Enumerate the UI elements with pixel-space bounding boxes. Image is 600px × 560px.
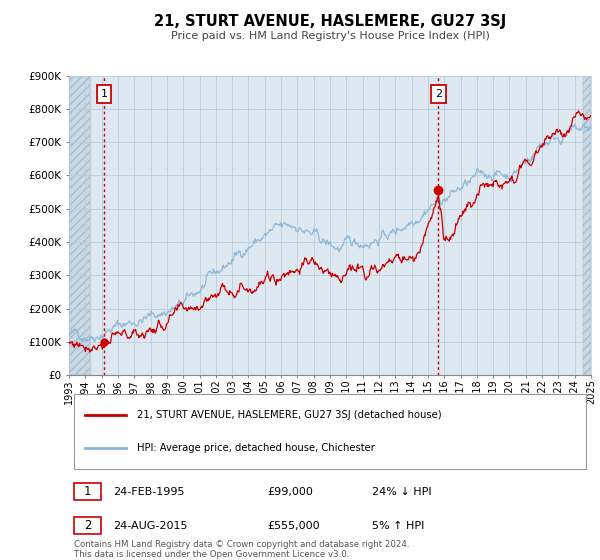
FancyBboxPatch shape (74, 517, 101, 534)
Text: 5% ↑ HPI: 5% ↑ HPI (372, 521, 424, 531)
Text: 2: 2 (84, 519, 92, 532)
Text: 24-AUG-2015: 24-AUG-2015 (113, 521, 188, 531)
Text: 1: 1 (84, 485, 92, 498)
Text: 1: 1 (101, 89, 107, 99)
Text: HPI: Average price, detached house, Chichester: HPI: Average price, detached house, Chic… (137, 442, 375, 452)
Text: £555,000: £555,000 (268, 521, 320, 531)
FancyBboxPatch shape (74, 483, 101, 500)
Text: £99,000: £99,000 (268, 487, 313, 497)
Text: Price paid vs. HM Land Registry's House Price Index (HPI): Price paid vs. HM Land Registry's House … (170, 31, 490, 41)
Text: 2: 2 (435, 89, 442, 99)
Text: Contains HM Land Registry data © Crown copyright and database right 2024.: Contains HM Land Registry data © Crown c… (74, 540, 410, 549)
Text: 24-FEB-1995: 24-FEB-1995 (113, 487, 185, 497)
Text: 24% ↓ HPI: 24% ↓ HPI (372, 487, 431, 497)
Text: 21, STURT AVENUE, HASLEMERE, GU27 3SJ (detached house): 21, STURT AVENUE, HASLEMERE, GU27 3SJ (d… (137, 410, 442, 419)
Text: This data is licensed under the Open Government Licence v3.0.: This data is licensed under the Open Gov… (74, 550, 350, 559)
FancyBboxPatch shape (74, 394, 586, 469)
Text: 21, STURT AVENUE, HASLEMERE, GU27 3SJ: 21, STURT AVENUE, HASLEMERE, GU27 3SJ (154, 14, 506, 29)
